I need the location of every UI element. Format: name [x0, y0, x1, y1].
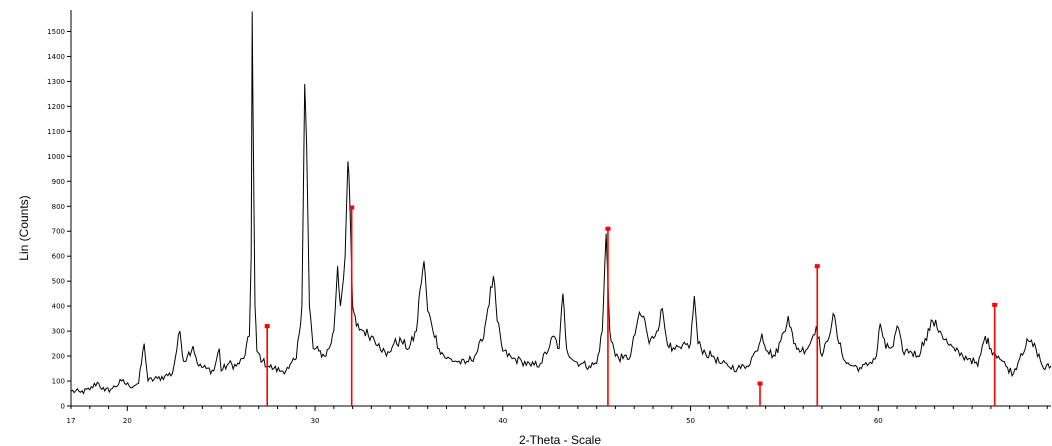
x-tick-label: 17 — [67, 417, 76, 425]
y-tick-label: 500 — [52, 278, 65, 286]
x-tick-label: 50 — [686, 417, 695, 425]
y-axis-title: Lin (Counts) — [17, 195, 31, 260]
reference-stick-cap — [264, 324, 270, 329]
y-tick-label: 700 — [52, 228, 65, 236]
x-tick-label: 40 — [498, 417, 507, 425]
y-tick-label: 600 — [52, 253, 65, 261]
x-axis: 17 20 30 40 50 60 — [67, 405, 1051, 425]
x-tick-label: 30 — [311, 417, 320, 425]
y-tick-label: 900 — [52, 178, 65, 186]
y-tick-label: 400 — [52, 303, 65, 311]
reference-stick-cap — [757, 381, 763, 386]
y-tick-label: 800 — [52, 203, 65, 211]
y-tick-label: 300 — [52, 328, 65, 336]
x-axis-title: 2-Theta - Scale — [519, 433, 601, 446]
reference-stick-cap — [605, 226, 611, 231]
diffraction-pattern-line — [70, 11, 1052, 395]
reference-stick-cap — [349, 205, 355, 210]
y-tick-label: 1300 — [47, 78, 65, 86]
reference-stick-layer — [264, 205, 998, 406]
y-tick-label: 1000 — [47, 153, 65, 161]
series-layer — [70, 11, 1052, 395]
y-tick-label: 200 — [52, 353, 65, 361]
reference-stick-cap — [814, 264, 820, 269]
y-tick-label: 1400 — [47, 53, 65, 61]
reference-stick-cap — [992, 302, 998, 307]
y-tick-label: 1500 — [47, 28, 65, 36]
y-axis: 0 100 200 300 400 500 600 700 800 900 1000 1100 1200… — [47, 10, 72, 411]
y-tick-label: 0 — [61, 403, 65, 411]
x-tick-label: 60 — [874, 417, 883, 425]
y-tick-label: 1200 — [47, 103, 65, 111]
y-tick-label: 1100 — [47, 128, 65, 136]
x-tick-label: 20 — [123, 417, 132, 425]
y-tick-label: 100 — [52, 378, 65, 386]
